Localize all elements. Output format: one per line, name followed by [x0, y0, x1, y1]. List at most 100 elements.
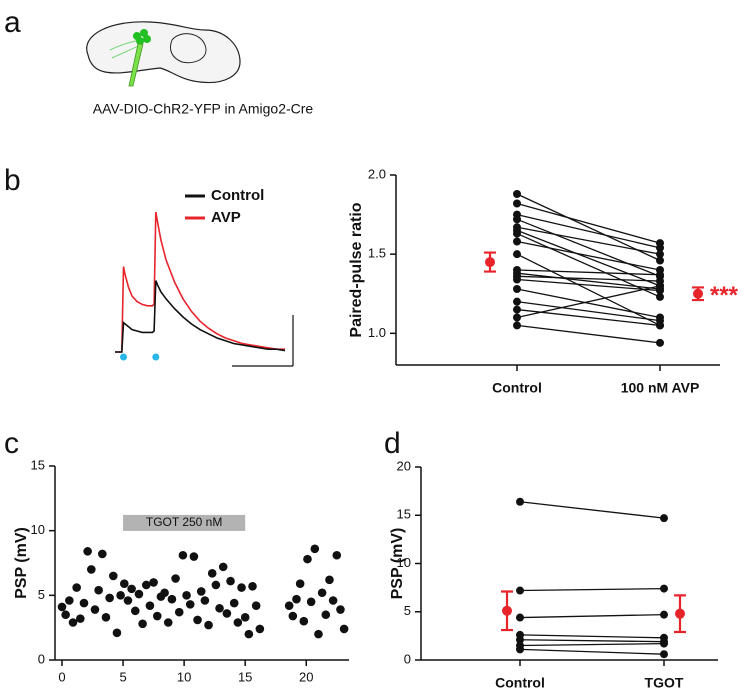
point — [130, 606, 140, 616]
panel-letter: d — [384, 427, 401, 460]
legend-label: AVP — [211, 209, 241, 226]
point — [240, 613, 250, 622]
y-axis-label: PSP (mV) — [13, 527, 30, 599]
point — [101, 613, 111, 622]
pair-line — [516, 269, 661, 276]
point — [108, 571, 118, 581]
point — [284, 601, 294, 610]
panel-letter: b — [4, 164, 21, 197]
point — [185, 600, 195, 609]
point — [656, 243, 664, 252]
pair-line — [516, 324, 661, 344]
stimulus — [120, 353, 127, 361]
point — [656, 292, 664, 301]
x-tick-label: 0 — [58, 669, 65, 684]
panel-letter: a — [4, 6, 21, 39]
point — [513, 297, 521, 306]
pair-line — [519, 587, 665, 592]
point — [513, 199, 521, 208]
point — [295, 579, 305, 588]
x-tick-label: 15 — [238, 669, 252, 684]
point — [204, 620, 213, 630]
point — [68, 618, 78, 627]
point — [513, 215, 521, 224]
point — [138, 619, 147, 629]
point — [127, 584, 136, 594]
point — [218, 562, 228, 572]
pair-line — [516, 288, 661, 319]
y-tick-label: 1.0 — [368, 325, 386, 340]
pair-line — [519, 642, 665, 647]
scale-bar — [232, 315, 294, 367]
point — [90, 605, 100, 614]
point — [513, 321, 521, 330]
point — [76, 614, 85, 623]
pair-line — [519, 648, 665, 655]
panel-letter: c — [4, 427, 19, 460]
pair-line — [516, 229, 661, 287]
point — [182, 591, 191, 600]
x-tick-label: 100 nM AVP — [621, 380, 700, 396]
point — [306, 597, 316, 607]
point — [513, 229, 521, 238]
point — [656, 256, 664, 265]
y-tick-label: 15 — [397, 507, 411, 522]
mean — [693, 288, 703, 299]
point — [292, 594, 301, 604]
point — [516, 497, 524, 506]
mean — [502, 605, 512, 616]
point — [178, 550, 188, 560]
pair-line — [519, 613, 665, 619]
x-tick-label: Control — [495, 675, 545, 691]
trace — [115, 211, 285, 353]
significance: *** — [710, 282, 739, 309]
point — [57, 602, 67, 612]
point — [98, 549, 107, 559]
x-tick-label: 20 — [299, 669, 313, 684]
mean — [485, 257, 495, 268]
point — [656, 321, 664, 330]
y-tick-label: 1.5 — [368, 246, 386, 261]
point — [189, 552, 199, 561]
point — [94, 585, 103, 595]
point — [660, 514, 668, 523]
point — [660, 610, 668, 619]
y-tick-label: 10 — [31, 522, 45, 537]
point — [310, 544, 320, 554]
point — [513, 250, 521, 259]
pair-line — [519, 501, 665, 519]
point — [516, 586, 524, 595]
point — [321, 610, 331, 620]
point — [211, 580, 221, 590]
point — [200, 596, 210, 605]
point — [229, 598, 239, 608]
mean — [675, 608, 685, 619]
point — [72, 583, 81, 592]
pair-line — [516, 202, 661, 244]
point — [660, 639, 668, 648]
pair-line — [516, 301, 661, 322]
pair-line — [519, 639, 665, 643]
pair-line — [516, 213, 661, 249]
pair-line — [516, 226, 661, 255]
point — [112, 628, 122, 638]
point — [237, 583, 246, 592]
point — [119, 579, 129, 588]
pair-line — [516, 272, 661, 290]
point — [207, 569, 217, 578]
point — [332, 550, 342, 560]
pair-line — [516, 240, 661, 271]
point — [174, 607, 184, 617]
pair-line — [516, 275, 661, 282]
point — [87, 565, 96, 574]
point — [516, 635, 524, 644]
point — [61, 610, 70, 620]
y-tick-label: 2.0 — [368, 166, 386, 181]
point — [244, 629, 254, 639]
pair-line — [516, 285, 661, 319]
point — [317, 588, 327, 598]
y-axis-label: Paired-pulse ratio — [348, 202, 365, 337]
pair-line — [519, 634, 665, 639]
brain-schematic — [86, 21, 241, 87]
point — [336, 605, 345, 614]
